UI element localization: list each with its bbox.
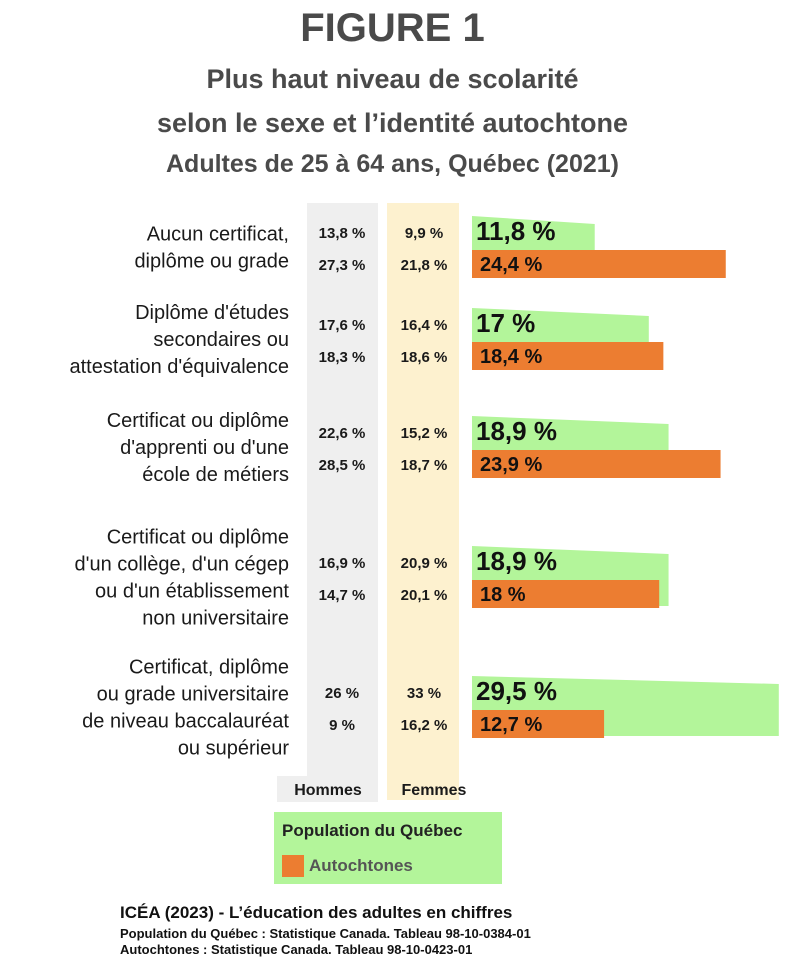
chart-title-line-2: selon le sexe et l’identité autochtone bbox=[156, 108, 629, 138]
category-label: d'un collège, d'un cégep bbox=[75, 554, 289, 576]
figure-label: FIGURE 1 bbox=[300, 6, 485, 50]
quebec-value-label: 11,8 % bbox=[476, 216, 556, 246]
legend: Population du Québec Autochtones bbox=[274, 812, 502, 884]
femmes-quebec-value: 15,2 % bbox=[401, 425, 448, 442]
autochtones-value-label: 23,9 % bbox=[480, 454, 542, 476]
quebec-value-label: 29,5 % bbox=[476, 676, 557, 706]
category-label: d'apprenti ou d'une bbox=[120, 437, 289, 459]
femmes-autochtones-value: 21,8 % bbox=[401, 257, 448, 274]
category-label: secondaires ou bbox=[153, 329, 289, 351]
autochtones-bar bbox=[472, 710, 605, 738]
femmes-quebec-value: 9,9 % bbox=[405, 225, 443, 242]
femmes-quebec-value: 33 % bbox=[407, 685, 441, 702]
femmes-autochtones-value: 20,1 % bbox=[401, 587, 448, 604]
legend-autochtones-swatch bbox=[282, 855, 304, 877]
autochtones-value-label: 24,4 % bbox=[480, 254, 542, 276]
hommes-column-bg bbox=[307, 203, 378, 800]
femmes-column-bg bbox=[387, 203, 459, 800]
hommes-quebec-value: 22,6 % bbox=[319, 425, 366, 442]
legend-autochtones-label: Autochtones bbox=[309, 856, 413, 875]
femmes-autochtones-value: 16,2 % bbox=[401, 717, 448, 734]
autochtones-bar bbox=[472, 450, 721, 478]
chart-title-line-1: Plus haut niveau de scolarité bbox=[206, 64, 579, 94]
femmes-autochtones-value: 18,6 % bbox=[401, 349, 448, 366]
autochtones-value-label: 18,4 % bbox=[480, 346, 542, 368]
autochtones-bar bbox=[472, 342, 664, 370]
autochtones-bar bbox=[472, 580, 660, 608]
hommes-quebec-value: 17,6 % bbox=[319, 317, 366, 334]
femmes-quebec-value: 16,4 % bbox=[401, 317, 448, 334]
hommes-quebec-value: 13,8 % bbox=[319, 225, 366, 242]
autochtones-bar bbox=[472, 250, 726, 278]
source-autochtones: Autochtones : Statistique Canada. Tablea… bbox=[120, 942, 473, 957]
category-label: ou d'un établissement bbox=[95, 581, 289, 603]
hommes-quebec-value: 26 % bbox=[325, 685, 359, 702]
autochtones-value-label: 18 % bbox=[480, 584, 526, 606]
hommes-autochtones-value: 14,7 % bbox=[319, 587, 366, 604]
quebec-value-label: 17 % bbox=[476, 308, 535, 338]
category-label: Diplôme d'études bbox=[135, 302, 289, 324]
category-label: non universitaire bbox=[142, 608, 289, 630]
hommes-autochtones-value: 28,5 % bbox=[319, 457, 366, 474]
hommes-quebec-value: 16,9 % bbox=[319, 555, 366, 572]
footer: ICÉA (2023) - L’éducation des adultes en… bbox=[120, 903, 531, 957]
category-label: diplôme ou grade bbox=[134, 251, 289, 273]
chart-subtitle: Adultes de 25 à 64 ans, Québec (2021) bbox=[166, 150, 619, 178]
category-label: attestation d'équivalence bbox=[69, 356, 289, 378]
category-label: de niveau baccalauréat bbox=[82, 711, 289, 733]
quebec-value-label: 18,9 % bbox=[476, 546, 557, 576]
quebec-value-label: 18,9 % bbox=[476, 416, 557, 446]
source-title: ICÉA (2023) - L’éducation des adultes en… bbox=[120, 903, 513, 922]
category-label: ou supérieur bbox=[178, 738, 290, 760]
category-label: Aucun certificat, bbox=[147, 224, 289, 246]
category-label: Certificat ou diplôme bbox=[107, 410, 289, 432]
hommes-autochtones-value: 18,3 % bbox=[319, 349, 366, 366]
legend-quebec-label: Population du Québec bbox=[282, 821, 463, 840]
category-label: Certificat, diplôme bbox=[129, 657, 289, 679]
hommes-autochtones-value: 27,3 % bbox=[319, 257, 366, 274]
hommes-autochtones-value: 9 % bbox=[329, 717, 355, 734]
femmes-autochtones-value: 18,7 % bbox=[401, 457, 448, 474]
autochtones-value-label: 12,7 % bbox=[480, 714, 542, 736]
femmes-column-header: Femmes bbox=[402, 782, 467, 799]
femmes-quebec-value: 20,9 % bbox=[401, 555, 448, 572]
category-label: Certificat ou diplôme bbox=[107, 527, 289, 549]
category-label: ou grade universitaire bbox=[97, 684, 289, 706]
source-quebec: Population du Québec : Statistique Canad… bbox=[120, 926, 531, 941]
hommes-column-header: Hommes bbox=[294, 782, 362, 799]
category-label: école de métiers bbox=[142, 464, 289, 486]
hommes-header-bg bbox=[277, 776, 378, 802]
